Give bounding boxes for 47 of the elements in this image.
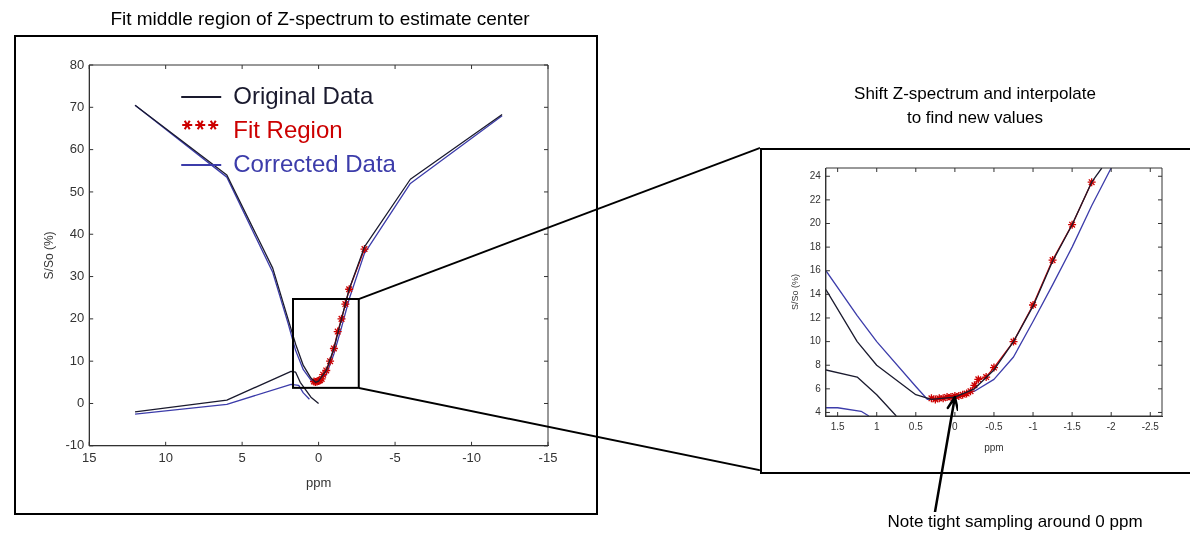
y-tick-label: 16 [809, 264, 822, 276]
x-tick-label: 10 [158, 450, 173, 466]
y-axis-title: S/So (%) [789, 273, 800, 311]
x-tick-label: -2.5 [1141, 420, 1160, 432]
legend-label: Corrected Data [233, 149, 397, 177]
annotation: Note tight sampling around 0 ppm [886, 512, 1144, 532]
x-axis-title: ppm [984, 441, 1004, 453]
x-tick-label: -1.5 [1063, 420, 1082, 432]
y-tick-label: 0 [76, 395, 85, 411]
x-tick-label: 15 [81, 450, 97, 466]
y-tick-label: 70 [69, 98, 85, 114]
x-tick-label: 0 [314, 450, 323, 466]
y-tick-label: 10 [809, 335, 822, 347]
y-tick-label: 40 [69, 225, 85, 241]
x-tick-label: 0.5 [908, 420, 924, 432]
x-tick-label: 1 [873, 420, 880, 432]
x-tick-label: 1.5 [830, 420, 846, 432]
y-tick-label: 14 [809, 288, 822, 300]
chart-title: Fit middle region of Z-spectrum to estimate center [109, 7, 531, 31]
y-tick-label: 4 [815, 406, 822, 418]
x-axis-title: ppm [305, 474, 332, 490]
y-tick-label: 80 [69, 56, 85, 72]
y-tick-label: 30 [69, 268, 85, 284]
x-tick-label: -10 [462, 450, 481, 466]
y-tick-label: -10 [65, 437, 85, 453]
y-tick-label: 24 [809, 170, 822, 182]
y-tick-label: 18 [809, 240, 822, 252]
x-tick-label: -0.5 [985, 420, 1004, 432]
legend-label: Fit Region [233, 115, 343, 143]
y-tick-label: 12 [809, 311, 822, 323]
y-tick-label: 10 [69, 352, 85, 368]
y-tick-label: 22 [809, 193, 822, 205]
chart-title: Shift Z-spectrum and interpolate to find new values [853, 83, 1097, 129]
y-tick-label: 60 [69, 141, 85, 157]
x-tick-label: -5 [389, 450, 401, 466]
x-tick-label: -1 [1028, 420, 1038, 432]
y-tick-label: 20 [809, 217, 822, 229]
y-tick-label: 6 [815, 382, 822, 394]
y-axis-title: S/So (%) [41, 231, 56, 280]
y-tick-label: 8 [815, 358, 822, 370]
x-tick-label: -15 [538, 450, 558, 466]
x-tick-label: 0 [952, 420, 959, 432]
y-tick-label: 50 [69, 183, 85, 199]
legend-label: Original Data [233, 81, 374, 109]
x-tick-label: 5 [238, 450, 246, 466]
y-tick-label: 20 [69, 310, 85, 326]
x-tick-label: -2 [1106, 420, 1117, 432]
